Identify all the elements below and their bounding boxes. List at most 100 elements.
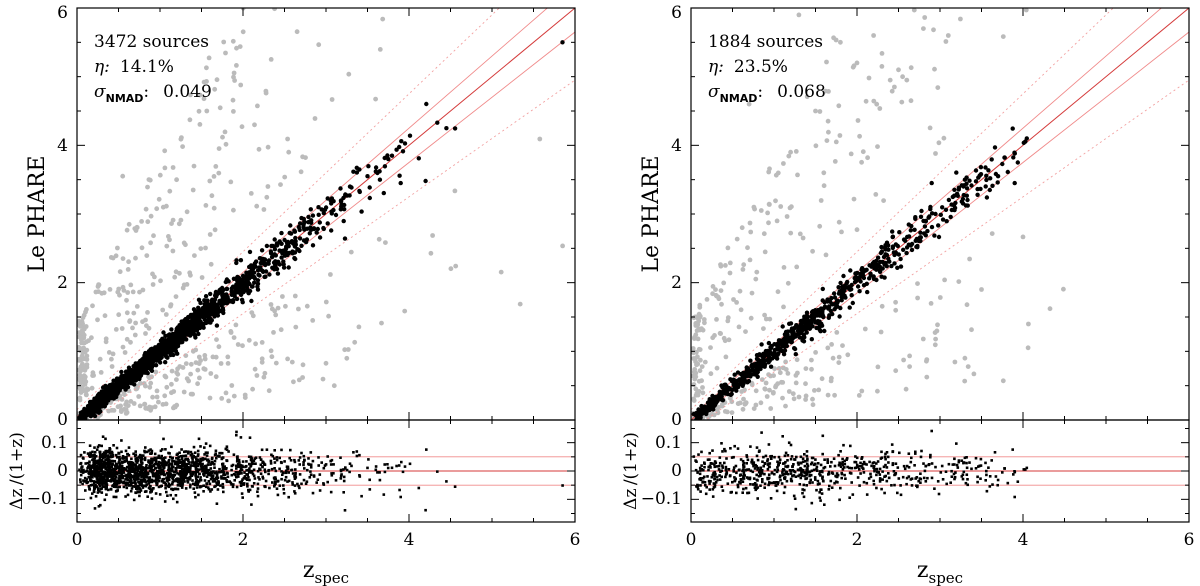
outlier-point [692,336,697,341]
residual-point [309,470,312,473]
good-point [306,214,311,220]
residual-point [232,453,236,456]
outlier-point [216,344,222,350]
residual-point [90,465,93,469]
good-point [315,226,320,232]
residual-point [286,480,289,483]
residual-point [282,492,286,495]
residual-point [294,474,297,477]
outlier-point [300,375,305,380]
outlier-point [130,289,136,295]
residual-point [240,492,244,495]
residual-point [91,483,94,487]
good-point [206,308,211,313]
residual-point [273,449,276,452]
good-point [123,387,128,392]
residual-point [386,466,390,470]
residual-point [302,478,306,482]
residual-point [258,456,262,459]
residual-point [133,463,137,466]
residual-point [88,460,91,463]
residual-point [200,467,203,470]
outlier-point [701,317,707,322]
outlier-point [727,260,733,266]
outlier-point [797,231,803,237]
residual-point [140,481,143,485]
outlier-point [163,312,169,317]
residual-point [93,507,97,510]
outlier-point [213,354,219,360]
residual-point [127,473,131,476]
residual-point [102,463,105,467]
residual-point [130,481,134,485]
residual-point [130,457,133,461]
residual-point [182,467,186,470]
good-point [879,244,884,250]
outlier-point [120,344,126,350]
outlier-point [90,303,95,309]
outlier-point [794,264,800,270]
outlier-point [146,374,151,380]
good-point [929,211,935,216]
residual-point [88,454,92,457]
good-point [297,248,302,254]
residual-point [110,470,113,473]
good-point [321,225,326,231]
outlier-point [718,331,723,336]
residual-point [108,460,112,463]
good-point [150,356,155,361]
good-point [983,165,988,170]
residual-point [222,490,225,494]
residual-point [148,461,151,464]
outlier-point [819,376,825,382]
good-point [229,292,234,297]
residual-point [322,482,325,485]
good-point [197,325,203,330]
good-point [97,393,102,398]
outlier-point [448,266,454,272]
outlier-point [117,269,123,275]
residual-point [139,463,143,467]
outlier-point [246,337,252,343]
outlier-point [932,342,938,348]
outlier-point [145,310,150,315]
residual-point [207,460,211,463]
outlier-point [967,256,972,262]
residual-point [230,483,233,486]
outlier-point [837,133,843,138]
good-point [223,279,228,285]
outlier-point [269,354,275,360]
residual-point [188,461,191,464]
outlier-point [788,230,794,236]
residual-point [204,451,208,454]
outlier-point [833,139,839,145]
good-point [367,195,372,201]
outlier-point [718,262,723,267]
residual-point [96,491,100,494]
good-point [103,387,108,392]
outlier-fraction: η: 14.1% [94,57,174,77]
residual-point [81,482,84,486]
residual-point [298,463,301,466]
residual-point [164,486,167,490]
y-tick-label: 4 [57,136,68,156]
outlier-point [223,50,228,56]
good-point [946,197,952,203]
residual-point [104,454,107,457]
residual-point [177,473,181,476]
residual-point [201,465,205,469]
outlier-point [346,71,352,77]
outlier-point [323,299,329,305]
residual-point [271,481,274,484]
residual-point [271,454,275,458]
outlier-point [150,282,156,287]
residual-point [129,478,132,481]
outlier-point [383,240,388,246]
residual-point [196,454,200,458]
residual-point [235,467,238,470]
outlier-point [825,118,831,124]
outlier-point [151,233,156,239]
residual-point [155,476,159,479]
residual-point [244,465,247,469]
good-point [274,241,280,246]
